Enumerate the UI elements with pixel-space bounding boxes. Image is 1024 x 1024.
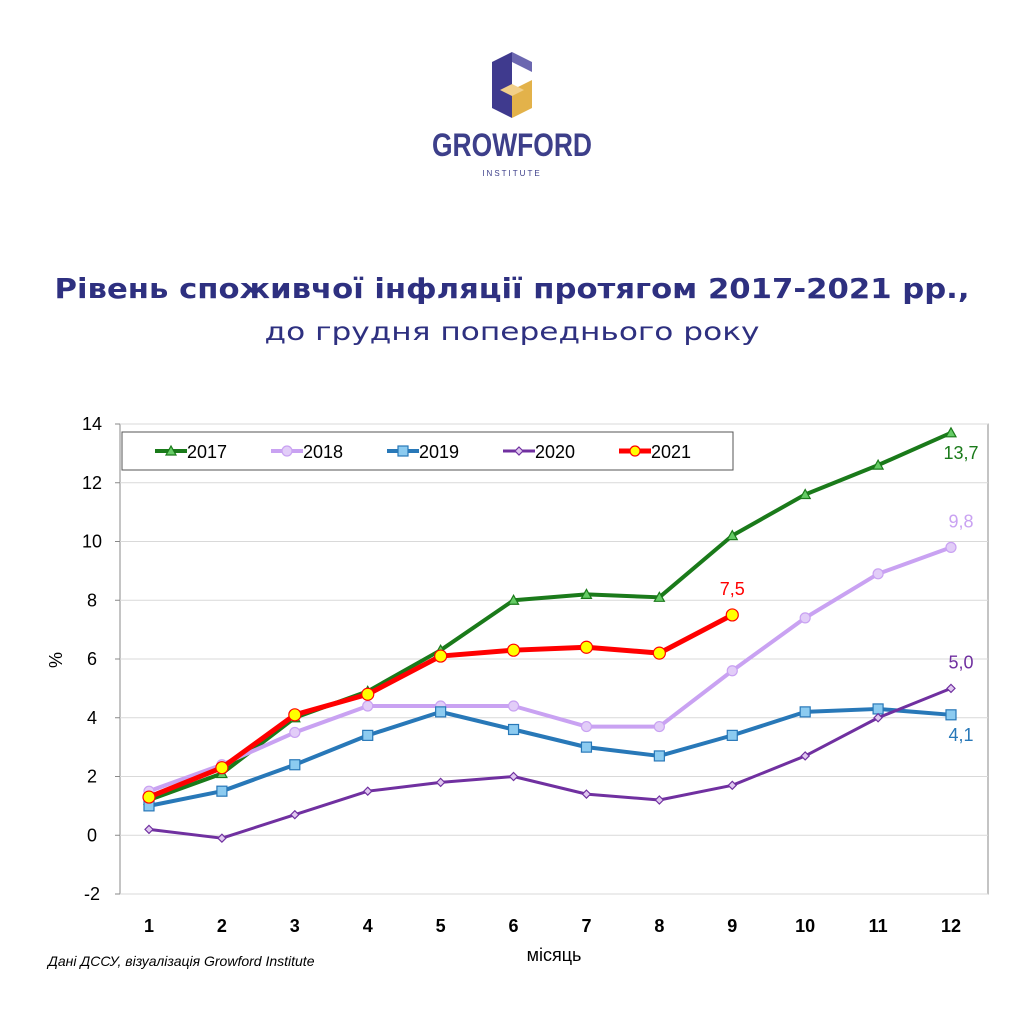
point	[362, 700, 374, 712]
point	[725, 608, 739, 622]
x-tick-label: 12	[941, 916, 961, 936]
x-tick-label: 1	[144, 916, 154, 936]
x-tick-label: 7	[581, 916, 591, 936]
x-axis-label: місяць	[527, 945, 582, 965]
point	[289, 809, 300, 820]
point	[726, 729, 738, 741]
y-tick-label: 6	[87, 649, 97, 669]
legend-label: 2019	[419, 442, 459, 462]
x-tick-label: 11	[869, 916, 888, 936]
legend-marker	[164, 444, 178, 456]
point	[799, 488, 812, 500]
point	[580, 588, 593, 599]
y-tick-label: 0	[87, 825, 97, 845]
legend-label: 2020	[535, 442, 575, 462]
point	[873, 712, 883, 723]
point	[435, 706, 447, 718]
point	[435, 777, 446, 788]
logo-name: GROWFORD	[432, 127, 592, 163]
point	[217, 833, 227, 844]
point	[434, 649, 448, 663]
point	[362, 786, 373, 797]
series-line	[148, 430, 952, 802]
y-tick-label: -2	[84, 884, 100, 904]
chart-title: Рівень споживчої інфляції протягом 2017-…	[55, 272, 970, 305]
point	[652, 646, 666, 660]
point	[653, 720, 665, 733]
value-label: 4,1	[948, 725, 973, 745]
point	[289, 726, 301, 739]
point	[872, 568, 884, 580]
point	[946, 683, 956, 694]
point	[144, 824, 154, 835]
point	[580, 741, 593, 753]
point	[654, 795, 665, 805]
x-tick-label: 8	[654, 916, 664, 936]
point	[216, 785, 228, 797]
point	[945, 709, 957, 721]
point	[361, 687, 375, 701]
y-tick-label: 14	[82, 414, 102, 434]
series-line	[148, 545, 952, 794]
y-tick-label: 8	[87, 590, 97, 610]
value-label: 7,5	[720, 579, 745, 599]
chart-subtitle: до грудня попереднього року	[265, 317, 760, 346]
point	[507, 723, 520, 736]
value-label: 13,7	[943, 443, 978, 463]
x-tick-label: 9	[727, 916, 737, 936]
point	[288, 708, 302, 722]
point	[727, 780, 738, 791]
legend: 2017 2018 2019 2020 2021	[121, 431, 734, 471]
legend-marker	[514, 446, 524, 456]
point	[508, 771, 519, 782]
point	[653, 750, 665, 762]
point	[289, 759, 301, 771]
legend-marker	[629, 445, 641, 457]
point	[506, 643, 521, 657]
series-line	[148, 686, 952, 840]
point	[872, 458, 885, 470]
legend-marker	[281, 445, 293, 457]
x-tick-label: 3	[290, 916, 300, 936]
point	[507, 594, 520, 605]
legend-label: 2021	[651, 442, 691, 462]
series-line	[148, 706, 952, 808]
point	[653, 591, 666, 602]
y-tick-label: 2	[87, 767, 97, 787]
point	[944, 426, 958, 438]
point	[726, 665, 738, 677]
point	[799, 612, 811, 624]
y-axis-label: %	[46, 652, 66, 668]
x-tick-label: 6	[509, 916, 519, 936]
point	[799, 706, 811, 718]
point	[362, 729, 374, 741]
y-tick-label: 4	[87, 708, 97, 728]
point	[581, 789, 592, 799]
x-tick-label: 5	[436, 916, 446, 936]
point	[507, 700, 520, 712]
value-label: 5,0	[948, 652, 973, 672]
point	[726, 529, 739, 541]
value-label: 9,8	[948, 511, 973, 531]
legend-label: 2017	[187, 442, 227, 462]
point	[579, 640, 594, 654]
x-tick-label: 10	[795, 916, 815, 936]
y-tick-label: 10	[82, 532, 102, 552]
point	[142, 790, 156, 804]
logo-mark	[492, 52, 532, 118]
legend-marker	[397, 445, 409, 457]
y-tick-label: 12	[82, 473, 102, 493]
point	[580, 720, 593, 733]
x-tick-label: 2	[217, 916, 227, 936]
point	[800, 751, 811, 761]
logo-tagline: INSTITUTE	[482, 169, 541, 178]
source-note: Дані ДССУ, візуалізація Growford Institu…	[46, 953, 315, 969]
legend-label: 2018	[303, 442, 343, 462]
point	[945, 541, 957, 553]
point	[872, 703, 884, 715]
point	[215, 761, 229, 775]
x-tick-label: 4	[363, 916, 373, 936]
